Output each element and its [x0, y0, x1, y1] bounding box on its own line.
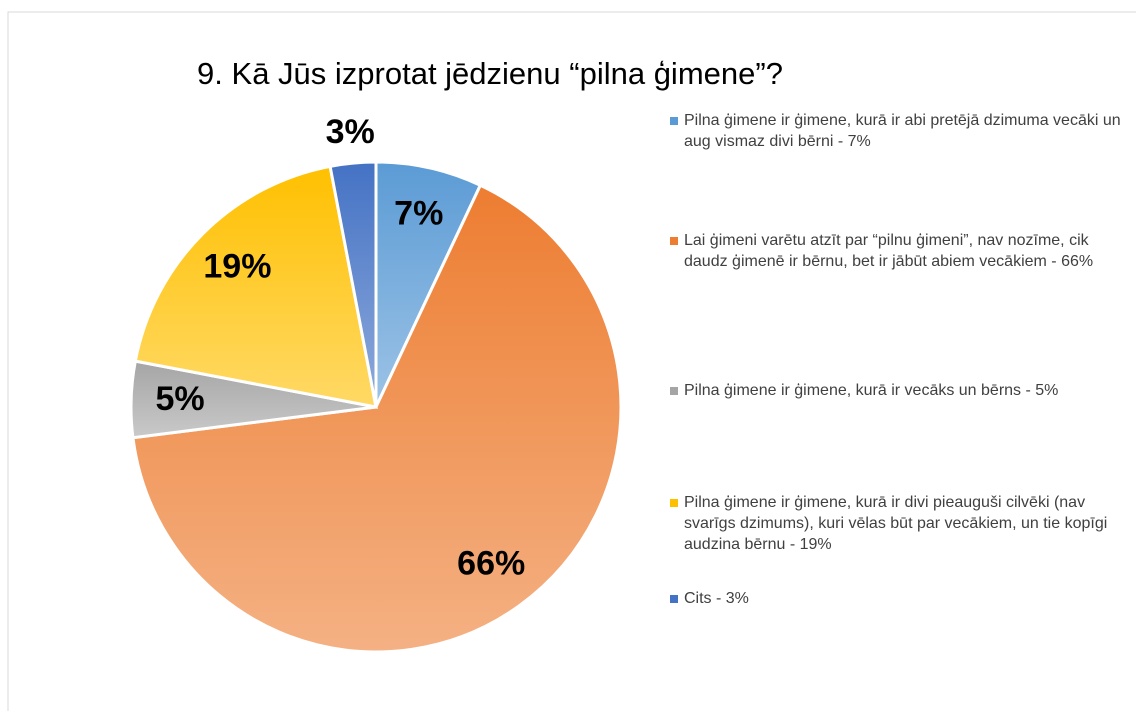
pie-slice	[131, 183, 623, 654]
legend-key	[670, 117, 678, 125]
data-label: 66%	[457, 545, 525, 583]
legend-label: Pilna ģimene ir ģimene, kurā ir abi pret…	[684, 112, 1121, 150]
legend-label: Pilna ģimene ir ģimene, kurā ir vecāks u…	[684, 382, 1059, 399]
legend-item: Cits - 3%	[670, 588, 1130, 609]
legend-item: Pilna ģimene ir ģimene, kurā ir divi pie…	[670, 492, 1130, 555]
legend-item: Pilna ģimene ir ģimene, kurā ir abi pret…	[670, 110, 1130, 152]
legend-label: Pilna ģimene ir ģimene, kurā ir divi pie…	[684, 494, 1108, 553]
data-label: 7%	[394, 195, 443, 233]
legend-key	[670, 237, 678, 245]
chart-border	[7, 11, 1136, 711]
chart-title: 9. Kā Jūs izprotat jēdzienu “pilna ģimen…	[197, 56, 783, 91]
data-label: 5%	[156, 380, 205, 418]
pie-slice	[133, 164, 378, 409]
data-label: 19%	[203, 247, 271, 285]
legend-item: Lai ģimeni varētu atzīt par “pilnu ģimen…	[670, 230, 1130, 272]
legend-key	[670, 499, 678, 507]
pie-slice	[328, 160, 378, 408]
legend-item: Pilna ģimene ir ģimene, kurā ir vecāks u…	[670, 380, 1130, 401]
legend-key	[670, 387, 678, 395]
pie-slice	[374, 160, 483, 408]
legend-label: Lai ģimeni varētu atzīt par “pilnu ģimen…	[684, 232, 1094, 270]
legend-label: Cits - 3%	[684, 590, 749, 607]
data-label: 3%	[326, 113, 375, 151]
legend-key	[670, 595, 678, 603]
